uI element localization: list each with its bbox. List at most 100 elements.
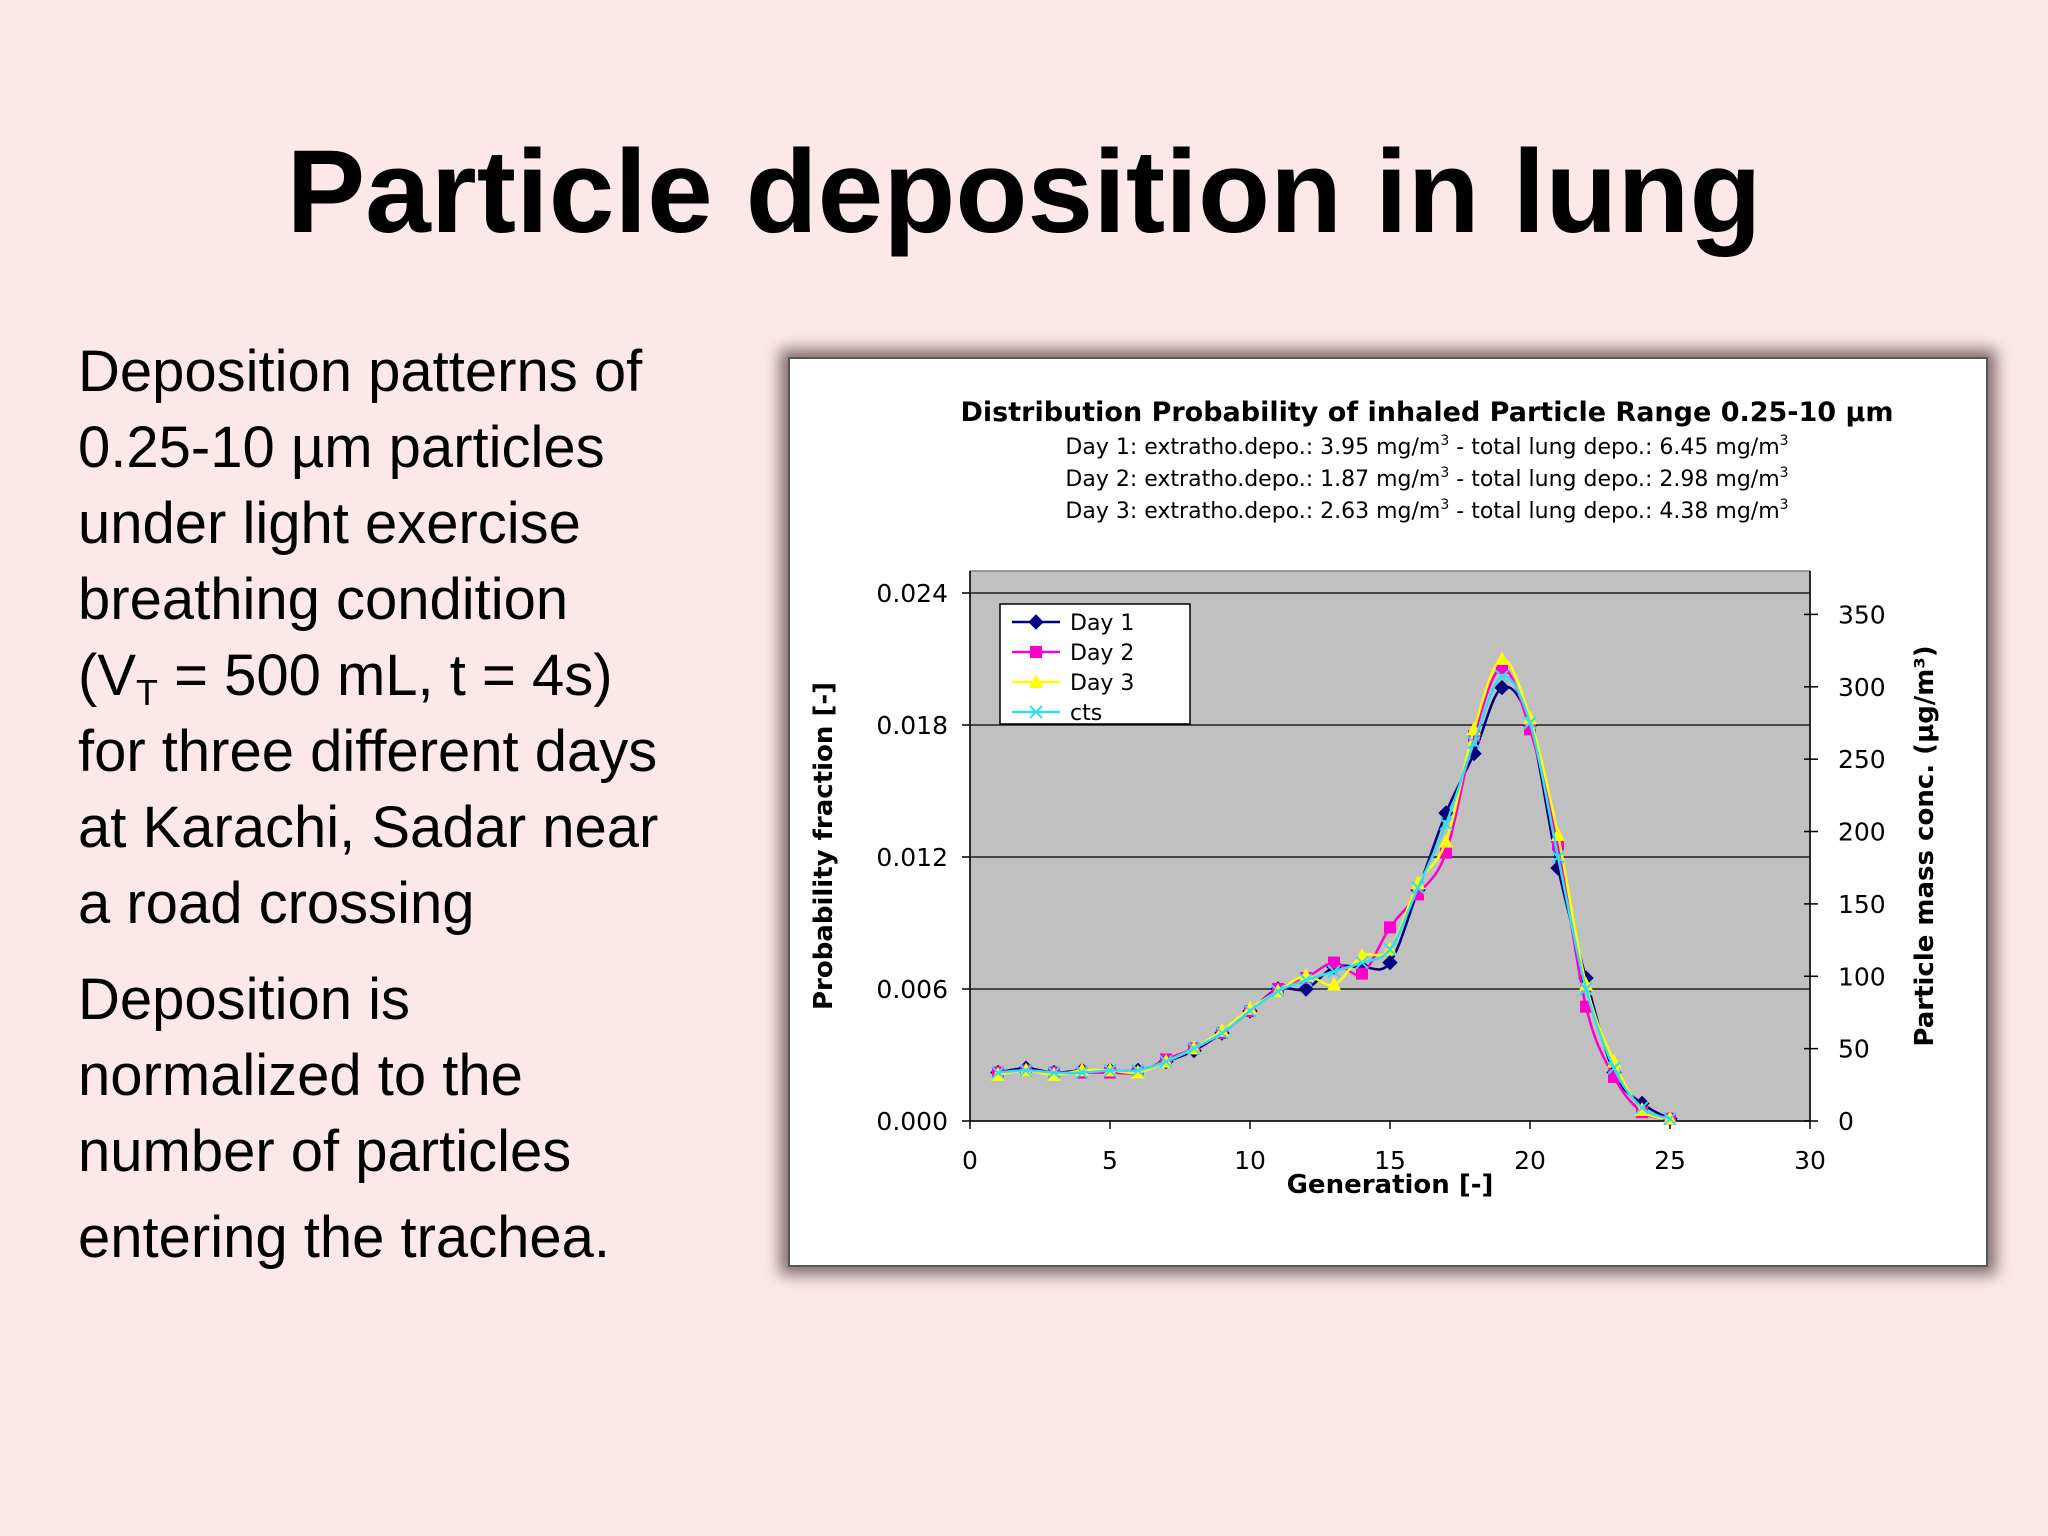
y2-tick-label: 250: [1838, 745, 1886, 774]
chart-subtitle-3: Day 3: extratho.depo.: 2.63 mg/m3 - tota…: [1065, 497, 1788, 524]
data-point: [1439, 817, 1453, 831]
legend-label: cts: [1070, 701, 1102, 726]
data-point: [1356, 967, 1368, 980]
slide-title: Particle deposition in lung: [286, 126, 1762, 258]
data-point: [1579, 982, 1593, 996]
tidal-volume-line: (VT = 500 mL, t = 4s): [78, 638, 758, 714]
y2-tick-label: 150: [1838, 890, 1886, 919]
y2-tick-label: 200: [1838, 818, 1886, 847]
vt-close: = 500 mL, t = 4s): [158, 643, 613, 708]
text-line: a road crossing: [78, 871, 475, 936]
data-point: [1523, 716, 1537, 730]
legend-items: Day 1 Day 2 Day 3 cts: [1012, 611, 1134, 726]
chart-subtitle-2: Day 2: extratho.depo.: 1.87 mg/m 3 - tota…: [1065, 465, 1788, 492]
text-line: number of particles: [78, 1119, 572, 1184]
text-line: for three different days: [78, 719, 658, 784]
text-line: Deposition patterns of: [78, 339, 643, 404]
subtitle-superscript: 3: [1780, 497, 1789, 513]
data-series: [990, 651, 1678, 1127]
vt-open: (V: [78, 643, 136, 708]
chart-legend: Day 1 Day 2 Day 3 cts: [999, 603, 1191, 726]
data-point: [1243, 1004, 1257, 1018]
x-tick-label: 25: [1654, 1146, 1686, 1175]
x-tick-label: 20: [1514, 1146, 1546, 1175]
text-line: under light exercise: [78, 491, 581, 556]
series-line: [997, 675, 1671, 1120]
y-tick-label: 0.018: [876, 711, 948, 740]
text-line: Deposition is: [78, 967, 411, 1032]
legend-label: Day 2: [1070, 641, 1134, 666]
normalization-paragraph: Deposition is normalized to the number o…: [78, 962, 758, 1276]
y-axis-label: Probability fraction [-]: [809, 682, 839, 1010]
text-line: entering the trachea.: [78, 1205, 611, 1270]
y-tick-label: 0.000: [876, 1107, 948, 1136]
text-line: normalized to the: [78, 1043, 523, 1108]
data-point: [1523, 710, 1537, 725]
data-point: [1579, 976, 1593, 991]
data-point: [1355, 955, 1369, 970]
data-point: [1243, 1000, 1257, 1015]
data-point: [1635, 1101, 1649, 1115]
vt-subscript: T: [136, 672, 158, 713]
data-point: [1439, 833, 1453, 848]
data-point: [1159, 1054, 1173, 1069]
data-point: [1327, 964, 1341, 979]
data-point: [1328, 956, 1340, 969]
data-point: [1299, 973, 1313, 987]
text-line: breathing condition: [78, 567, 569, 632]
data-point: [1298, 981, 1314, 997]
y-tick-label: 0.024: [876, 579, 948, 608]
subtitle-text: Day 2: extratho.depo.: 1.87 mg/m: [1065, 467, 1440, 492]
data-point: [1327, 976, 1341, 991]
data-point: [1384, 921, 1396, 934]
data-point: [1411, 875, 1425, 890]
y2-tick-label: 50: [1838, 1035, 1870, 1064]
text-line: at Karachi, Sadar near: [78, 795, 659, 860]
data-point: [1494, 679, 1510, 696]
subtitle-superscript: 3: [1440, 497, 1449, 513]
data-point: [1028, 614, 1044, 630]
data-point: [1215, 1022, 1229, 1037]
data-point: [1271, 984, 1285, 998]
subtitle-text: - total lung depo.: 4.38 mg/m: [1449, 499, 1779, 524]
chart-subtitle-1: Day 1: extratho.depo.: 3.95 mg/m3 - tota…: [1065, 433, 1788, 460]
chart-svg: Distribution Probability of inhaled Part…: [809, 397, 1940, 1200]
subtitle-text: Day 1: extratho.depo.: 3.95 mg/m: [1065, 435, 1440, 460]
data-point: [1495, 651, 1509, 665]
y2-axis-label: Particle mass conc. (µg/m³): [1910, 645, 1940, 1046]
data-point: [1030, 646, 1042, 658]
text-line: 0.25-10 µm particles: [78, 415, 605, 480]
y2-tick-label: 100: [1838, 962, 1886, 991]
subtitle-text: - total lung depo.: 6.45 mg/m: [1449, 435, 1779, 460]
x-tick-label: 30: [1794, 1146, 1826, 1175]
legend-label: Day 1: [1070, 611, 1134, 636]
data-point: [1467, 735, 1481, 750]
data-point: [1029, 674, 1043, 688]
data-point: [1047, 1065, 1061, 1080]
data-point: [1075, 1065, 1089, 1080]
x-tick-label: 0: [962, 1146, 978, 1175]
data-point: [991, 1065, 1005, 1080]
data-point: [1495, 669, 1509, 684]
subtitle-text: Day 3: extratho.depo.: 2.63 mg/m: [1065, 499, 1440, 524]
gridlines: [970, 592, 1810, 990]
subtitle-superscript: 3: [1780, 465, 1789, 481]
y2-tick-label: 350: [1838, 600, 1886, 629]
x-tick-label: 5: [1102, 1146, 1118, 1175]
y-tick-label: 0.012: [876, 843, 948, 872]
data-point: [1103, 1063, 1117, 1078]
subtitle-superscript: 3: [1440, 433, 1449, 449]
chart-title: Distribution Probability of inhaled Part…: [960, 397, 1893, 428]
data-point: [1029, 705, 1043, 719]
data-point: [1187, 1041, 1201, 1056]
subtitle-superscript: 3: [1780, 433, 1789, 449]
axes: 0.0000.0060.0120.0180.024050100150200250…: [876, 571, 1886, 1175]
description-paragraph: Deposition patterns of 0.25-10 µm partic…: [78, 334, 758, 942]
y2-tick-label: 300: [1838, 673, 1886, 702]
subtitle-text: - total lung depo.: 2.98 mg/m: [1449, 467, 1779, 492]
chart-frame: Distribution Probability of inhaled Part…: [788, 357, 1988, 1267]
data-point: [1131, 1063, 1145, 1078]
data-point: [1382, 954, 1398, 971]
data-point: [1551, 850, 1565, 864]
data-point: [1663, 1112, 1677, 1126]
